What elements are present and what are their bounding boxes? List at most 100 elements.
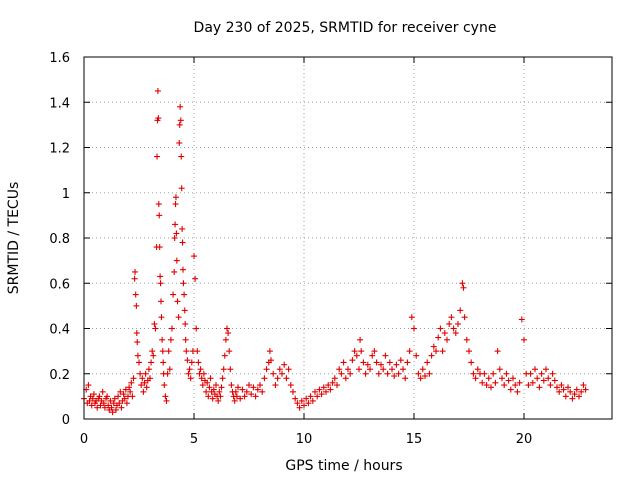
data-point <box>150 352 157 359</box>
data-point <box>176 121 183 128</box>
data-point <box>452 330 459 337</box>
data-point <box>120 391 127 398</box>
data-point <box>228 382 235 389</box>
data-point <box>115 393 122 400</box>
data-point <box>143 384 150 391</box>
data-point <box>384 370 391 377</box>
data-point <box>137 370 144 377</box>
data-point <box>192 275 199 282</box>
data-point <box>488 384 494 391</box>
data-point <box>415 370 422 377</box>
data-point <box>173 257 180 264</box>
data-point <box>163 397 170 404</box>
data-point <box>340 359 347 366</box>
data-point <box>369 352 376 359</box>
data-point <box>455 320 461 327</box>
data-point <box>510 375 516 382</box>
data-point <box>250 384 257 391</box>
data-point <box>386 359 393 366</box>
data-point <box>424 359 431 366</box>
data-point <box>187 375 194 382</box>
data-point <box>303 395 310 402</box>
data-point <box>294 400 301 407</box>
axis-ticks <box>83 56 612 420</box>
data-point <box>492 379 499 386</box>
data-point <box>134 352 141 359</box>
data-point <box>503 370 510 377</box>
data-point <box>193 325 200 332</box>
data-point <box>543 366 549 373</box>
data-point <box>105 402 112 409</box>
data-point <box>450 325 457 332</box>
data-point <box>540 377 547 384</box>
data-point <box>305 400 312 407</box>
data-point <box>138 382 145 389</box>
data-point <box>171 268 178 275</box>
data-point <box>290 388 296 395</box>
data-point <box>122 386 129 393</box>
data-point <box>463 336 470 343</box>
data-point <box>314 393 321 400</box>
data-point <box>298 397 305 404</box>
data-point <box>166 366 173 373</box>
y-tick-label: 0.8 <box>49 232 70 247</box>
data-point <box>148 359 155 366</box>
data-point <box>134 339 141 346</box>
data-point <box>116 400 123 407</box>
data-point <box>154 87 161 94</box>
data-point <box>276 366 283 373</box>
data-point <box>562 393 569 400</box>
data-point <box>186 366 193 373</box>
data-point <box>172 221 179 228</box>
data-point <box>154 153 161 160</box>
data-point <box>301 402 307 409</box>
data-point <box>485 375 492 382</box>
x-axis-title: GPS time / hours <box>285 458 402 474</box>
x-tick-labels: 0 5 10 15 20 <box>80 432 532 447</box>
data-point <box>582 386 589 393</box>
data-point <box>246 382 252 389</box>
data-point <box>210 386 217 393</box>
data-point <box>235 384 241 391</box>
data-point <box>90 391 97 398</box>
data-point <box>367 366 373 373</box>
data-point <box>200 370 207 377</box>
data-point <box>578 388 585 395</box>
data-point <box>470 370 477 377</box>
data-point <box>169 325 175 332</box>
data-point <box>551 377 558 384</box>
data-point <box>219 375 226 382</box>
data-point <box>320 384 327 391</box>
data-point <box>391 373 398 380</box>
data-point <box>88 402 95 409</box>
data-point <box>395 370 402 377</box>
data-point <box>111 395 118 402</box>
data-point <box>181 307 188 314</box>
data-point <box>109 409 116 416</box>
data-point <box>364 361 371 368</box>
data-point <box>507 386 514 393</box>
data-point <box>198 375 205 382</box>
y-tick-labels: 0 0.2 0.4 0.6 0.8 1 1.2 1.4 1.6 <box>49 51 70 428</box>
data-point <box>518 316 525 323</box>
data-point <box>165 348 172 355</box>
data-point <box>96 393 103 400</box>
data-point <box>158 298 164 305</box>
y-axis-title: SRMTID / TECUs <box>6 182 22 295</box>
data-point <box>357 336 364 343</box>
chart-title: Day 230 of 2025, SRMTID for receiver cyn… <box>194 20 497 36</box>
data-point <box>160 359 167 366</box>
data-point <box>179 225 186 232</box>
data-point <box>274 375 281 382</box>
data-point <box>538 370 545 377</box>
data-point <box>172 194 179 201</box>
data-point <box>159 336 166 343</box>
data-point <box>100 400 107 407</box>
y-tick-label: 0.4 <box>49 323 70 338</box>
data-point <box>331 375 338 382</box>
data-point <box>527 370 534 377</box>
data-point <box>194 348 201 355</box>
data-point <box>279 370 285 377</box>
data-point <box>140 388 147 395</box>
